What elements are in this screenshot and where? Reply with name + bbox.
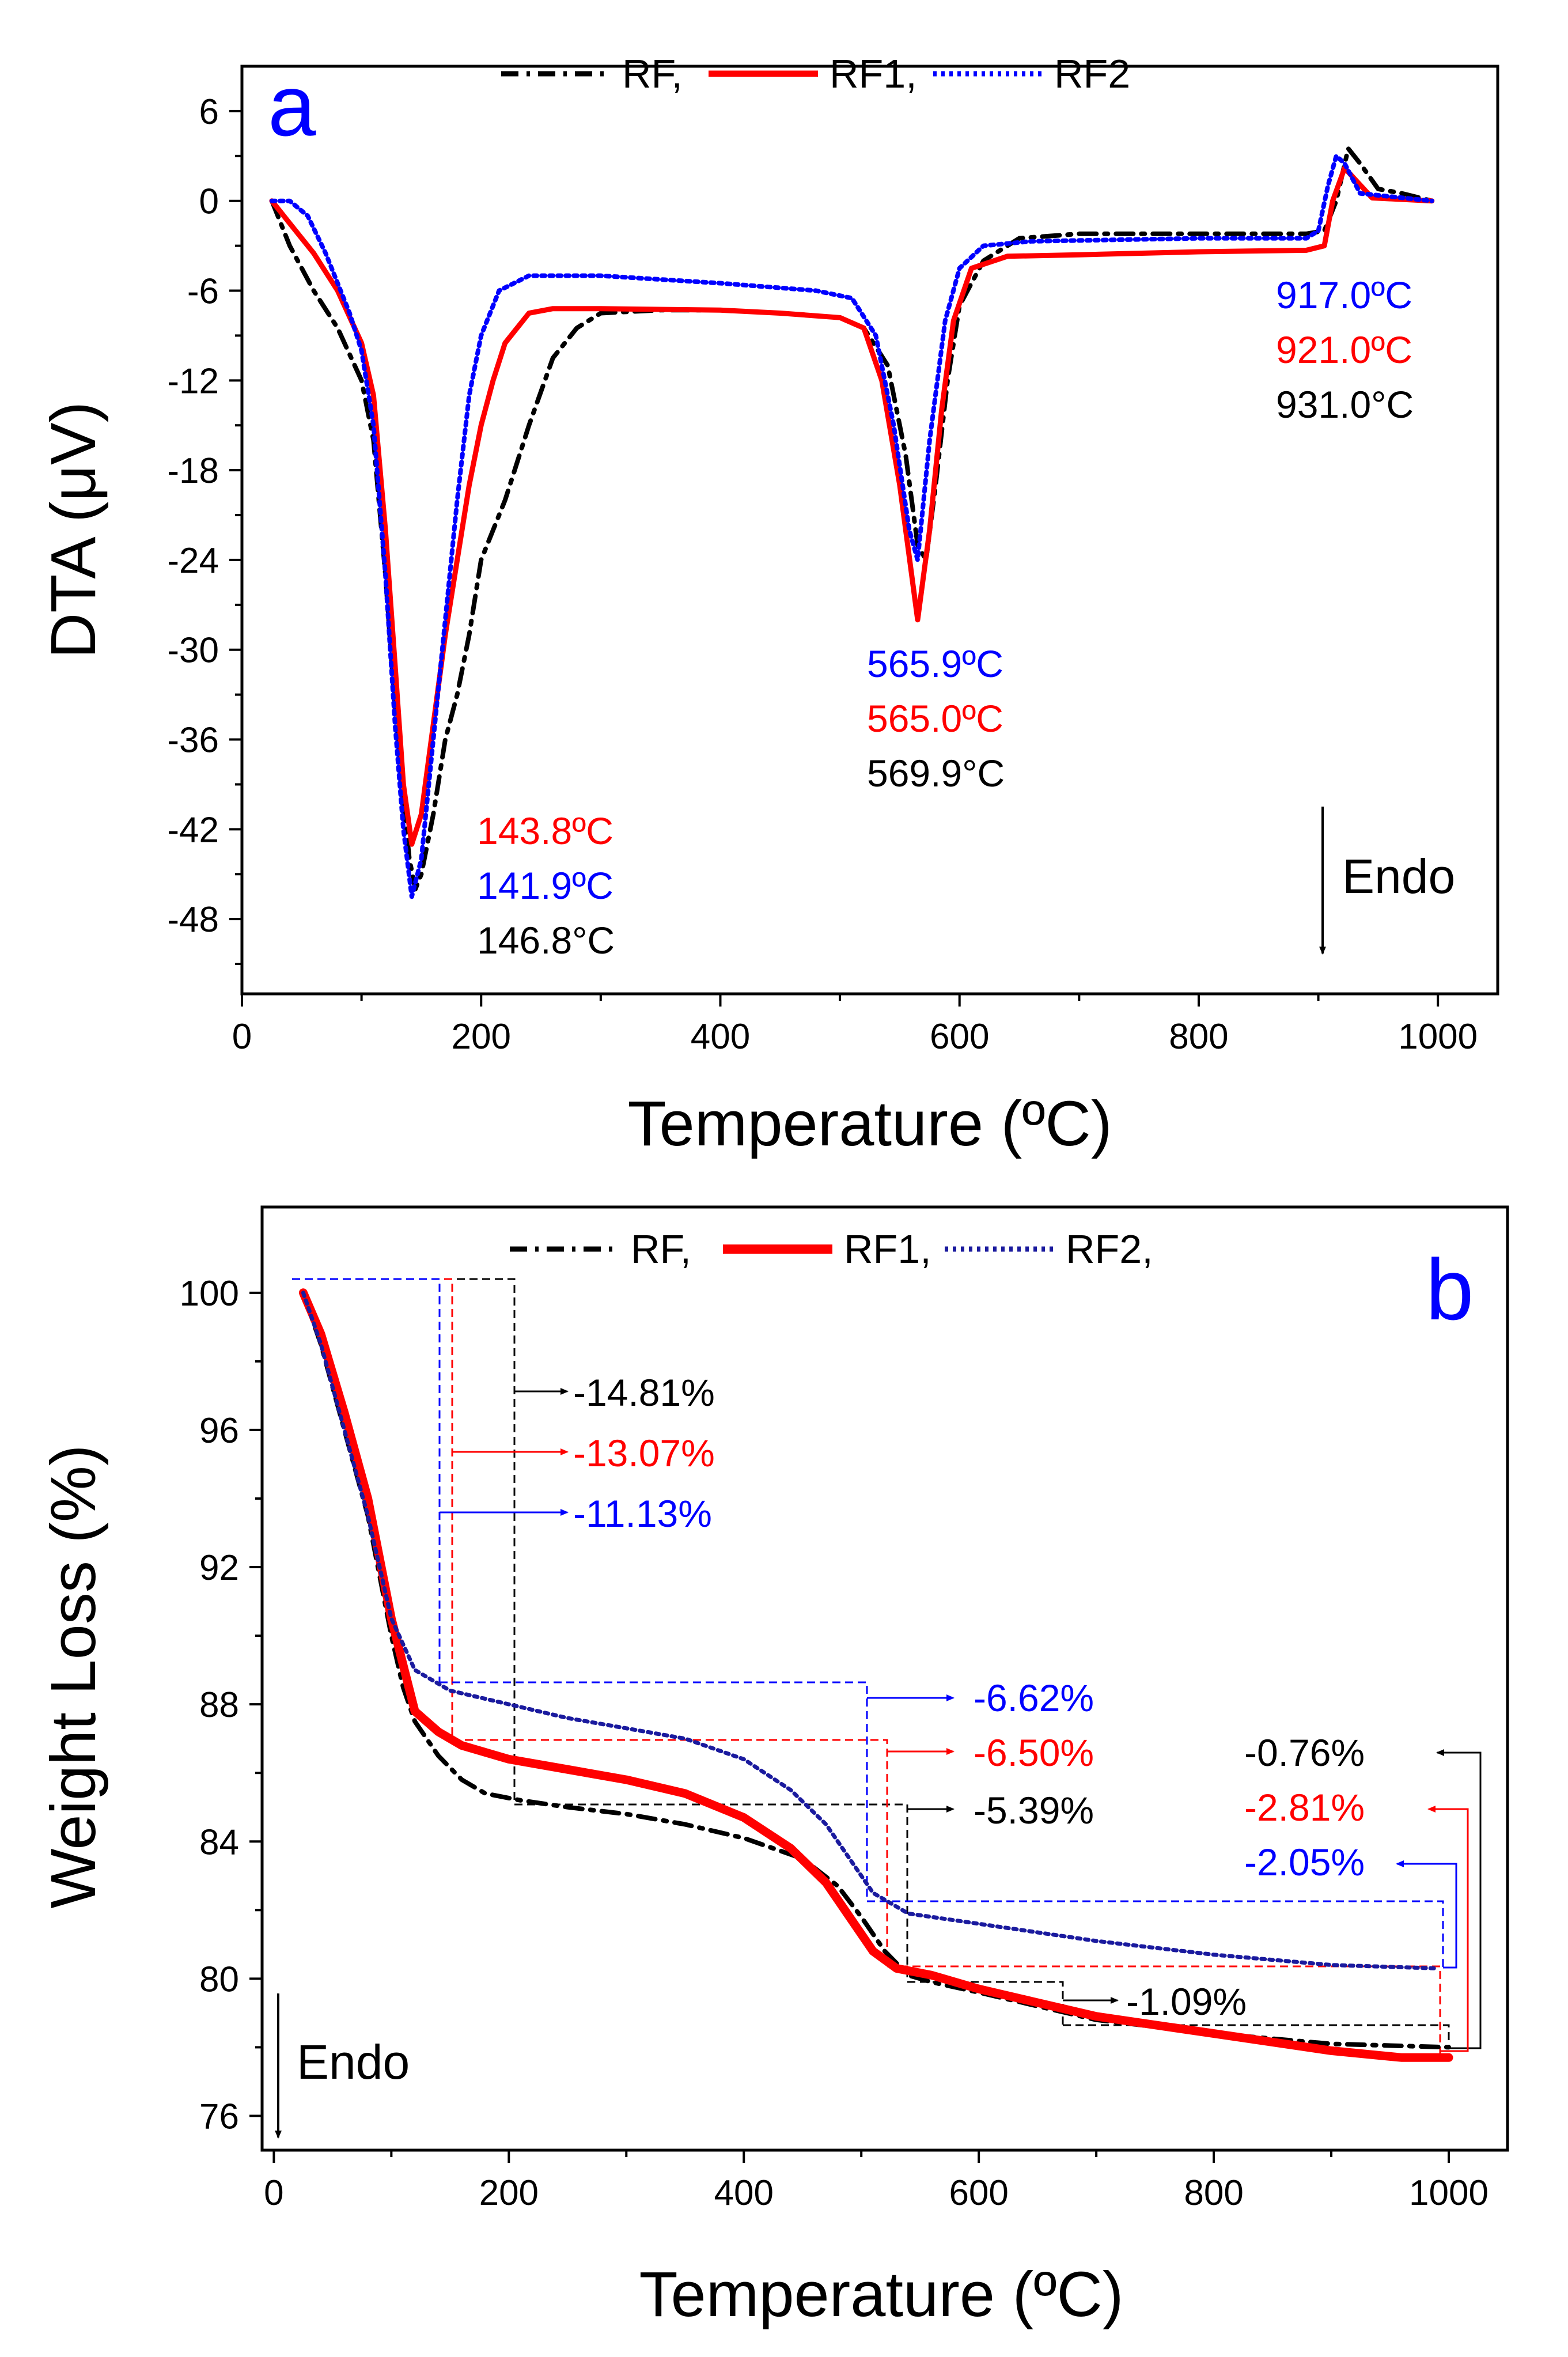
step-brackets-b bbox=[292, 1278, 1450, 2060]
y-tick-label-a-6: 6 bbox=[199, 92, 219, 132]
annotation-b-6-50: -6.50% bbox=[974, 1731, 1094, 1774]
y-tick-label-a-0: 0 bbox=[199, 182, 219, 222]
annotation-b-2-81: -2.81% bbox=[1244, 1786, 1365, 1829]
series-line-rf-b bbox=[301, 1290, 1451, 2050]
plot-frame-a bbox=[240, 65, 1499, 996]
legend-label-rf-b: RF, bbox=[631, 1227, 691, 1272]
series-a bbox=[269, 146, 1435, 899]
endo-label-b: Endo bbox=[297, 2035, 410, 2089]
legend-label-rf2: RF2 bbox=[1054, 51, 1130, 96]
legend-label-rf1-b: RF1, bbox=[844, 1227, 931, 1272]
annotation-a-565-9: 565.9ºC bbox=[867, 642, 1003, 685]
series-b bbox=[298, 1288, 1453, 2062]
x-tick-label-a-800: 800 bbox=[1169, 1017, 1228, 1057]
series-line-rf2-b bbox=[301, 1291, 1440, 1970]
bracket-rf1-step2 bbox=[452, 1739, 888, 1966]
y-tick-label-b-96: 96 bbox=[199, 1411, 239, 1451]
annotation-b-14-81: -14.81% bbox=[573, 1371, 715, 1414]
y-tick-label-a--12: -12 bbox=[167, 361, 219, 401]
arrow-rf1-2-81 bbox=[1427, 1806, 1469, 2052]
x-tick-label-b-200: 200 bbox=[479, 2173, 539, 2213]
y-tick-label-a--6: -6 bbox=[187, 272, 219, 312]
x-tick-label-a-0: 0 bbox=[232, 1017, 252, 1057]
y-tick-label-a--36: -36 bbox=[167, 721, 219, 761]
legend-label-rf: RF, bbox=[622, 51, 683, 96]
y-tick-label-b-76: 76 bbox=[199, 2097, 239, 2136]
annotation-a-141-9: 141.9ºC bbox=[477, 864, 613, 907]
y-tick-label-a--30: -30 bbox=[167, 631, 219, 671]
annotation-b-11-13: -11.13% bbox=[573, 1492, 712, 1535]
y-tick-label-b-92: 92 bbox=[199, 1548, 239, 1588]
annotation-a-931-0: 931.0°C bbox=[1276, 383, 1414, 426]
x-tick-label-a-400: 400 bbox=[691, 1017, 750, 1057]
y-tick-label-a--24: -24 bbox=[167, 541, 219, 581]
annotation-a-921-0: 921.0ºC bbox=[1276, 328, 1412, 371]
annotation-b-5-39: -5.39% bbox=[974, 1789, 1094, 1832]
legend-label-rf2-b: RF2, bbox=[1066, 1227, 1153, 1272]
annotation-b-0-76: -0.76% bbox=[1244, 1731, 1365, 1774]
y-axis-ticks-b: 100 96 92 88 84 80 76 bbox=[180, 1274, 262, 2136]
x-tick-label-a-1000: 1000 bbox=[1398, 1017, 1478, 1057]
panel-b: 0 200 400 600 800 1000 100 96 92 88 84 80 76 bbox=[38, 1205, 1509, 2330]
bracket-rf1-step3 bbox=[887, 1965, 1441, 2060]
y-axis-label-a: DTA (μV) bbox=[38, 402, 109, 659]
x-tick-label-b-1000: 1000 bbox=[1409, 2173, 1489, 2213]
x-tick-label-b-600: 600 bbox=[949, 2173, 1008, 2213]
x-axis-label-a: Temperature (ºC) bbox=[628, 1088, 1112, 1159]
annotation-b-13-07: -13.07% bbox=[573, 1432, 715, 1474]
x-tick-label-a-200: 200 bbox=[452, 1017, 511, 1057]
x-axis-ticks-b: 0 200 400 600 800 1000 bbox=[264, 2150, 1489, 2213]
annotation-a-569-9: 569.9°C bbox=[867, 752, 1005, 795]
annotation-b-6-62: -6.62% bbox=[974, 1677, 1094, 1719]
arrow-rf2-2-05 bbox=[1396, 1860, 1457, 1969]
annotation-b-1-09: -1.09% bbox=[1126, 1980, 1247, 2023]
y-axis-label-b: Weight Loss (%) bbox=[38, 1445, 109, 1909]
x-tick-label-a-600: 600 bbox=[930, 1017, 989, 1057]
bracket-rf2-step2 bbox=[440, 1681, 868, 1901]
annotation-a-917-0: 917.0ºC bbox=[1276, 274, 1412, 316]
legend-label-rf1: RF1, bbox=[830, 51, 917, 96]
endo-label-a: Endo bbox=[1342, 849, 1455, 903]
y-tick-label-b-84: 84 bbox=[199, 1822, 239, 1862]
x-tick-label-b-0: 0 bbox=[264, 2173, 283, 2213]
panel-label-a: a bbox=[268, 57, 316, 154]
y-tick-label-b-100: 100 bbox=[180, 1274, 239, 1314]
bracket-rf-step2 bbox=[514, 1803, 908, 1982]
bracket-rf2-step1 bbox=[292, 1278, 441, 1682]
legend-a: RF, RF1, RF2 bbox=[501, 51, 1130, 96]
bracket-rf2-step3 bbox=[867, 1900, 1444, 1970]
bracket-rf-step4 bbox=[1063, 2024, 1450, 2048]
arrow-rf-0-76 bbox=[1436, 1749, 1482, 2049]
annotation-a-143-8: 143.8ºC bbox=[477, 809, 613, 852]
plot-frame-b bbox=[260, 1205, 1509, 2152]
y-axis-ticks-a: 6 0 -6 -12 -18 -24 -30 -36 -42 -48 bbox=[167, 92, 242, 966]
annotation-arrows-b bbox=[440, 1388, 1482, 2052]
panel-a: 0 200 400 600 800 1000 6 0 -6 -12 -18 -24 -30 -36 -42… bbox=[38, 51, 1499, 1159]
bracket-rf-step1 bbox=[292, 1278, 516, 1804]
y-tick-label-a--18: -18 bbox=[167, 451, 219, 491]
x-tick-label-b-800: 800 bbox=[1184, 2173, 1243, 2213]
legend-b: RF, RF1, RF2, bbox=[510, 1227, 1153, 1272]
x-axis-ticks-a: 0 200 400 600 800 1000 bbox=[232, 994, 1478, 1057]
y-tick-label-b-80: 80 bbox=[199, 1959, 239, 1999]
annotation-b-2-05: -2.05% bbox=[1244, 1841, 1365, 1883]
series-line-rf1-a bbox=[269, 165, 1435, 847]
annotation-a-565-0: 565.0ºC bbox=[867, 697, 1003, 740]
annotation-a-146-8: 146.8°C bbox=[477, 919, 615, 962]
series-line-rf1-b bbox=[298, 1288, 1453, 2062]
y-tick-label-a--48: -48 bbox=[167, 900, 219, 940]
series-line-rf-a bbox=[269, 146, 1434, 892]
x-axis-label-b: Temperature (ºC) bbox=[639, 2259, 1124, 2330]
y-tick-label-b-88: 88 bbox=[199, 1685, 239, 1725]
y-tick-label-a--42: -42 bbox=[167, 810, 219, 850]
series-line-rf2-a bbox=[269, 153, 1434, 899]
x-tick-label-b-400: 400 bbox=[714, 2173, 774, 2213]
panel-label-b: b bbox=[1426, 1241, 1474, 1338]
